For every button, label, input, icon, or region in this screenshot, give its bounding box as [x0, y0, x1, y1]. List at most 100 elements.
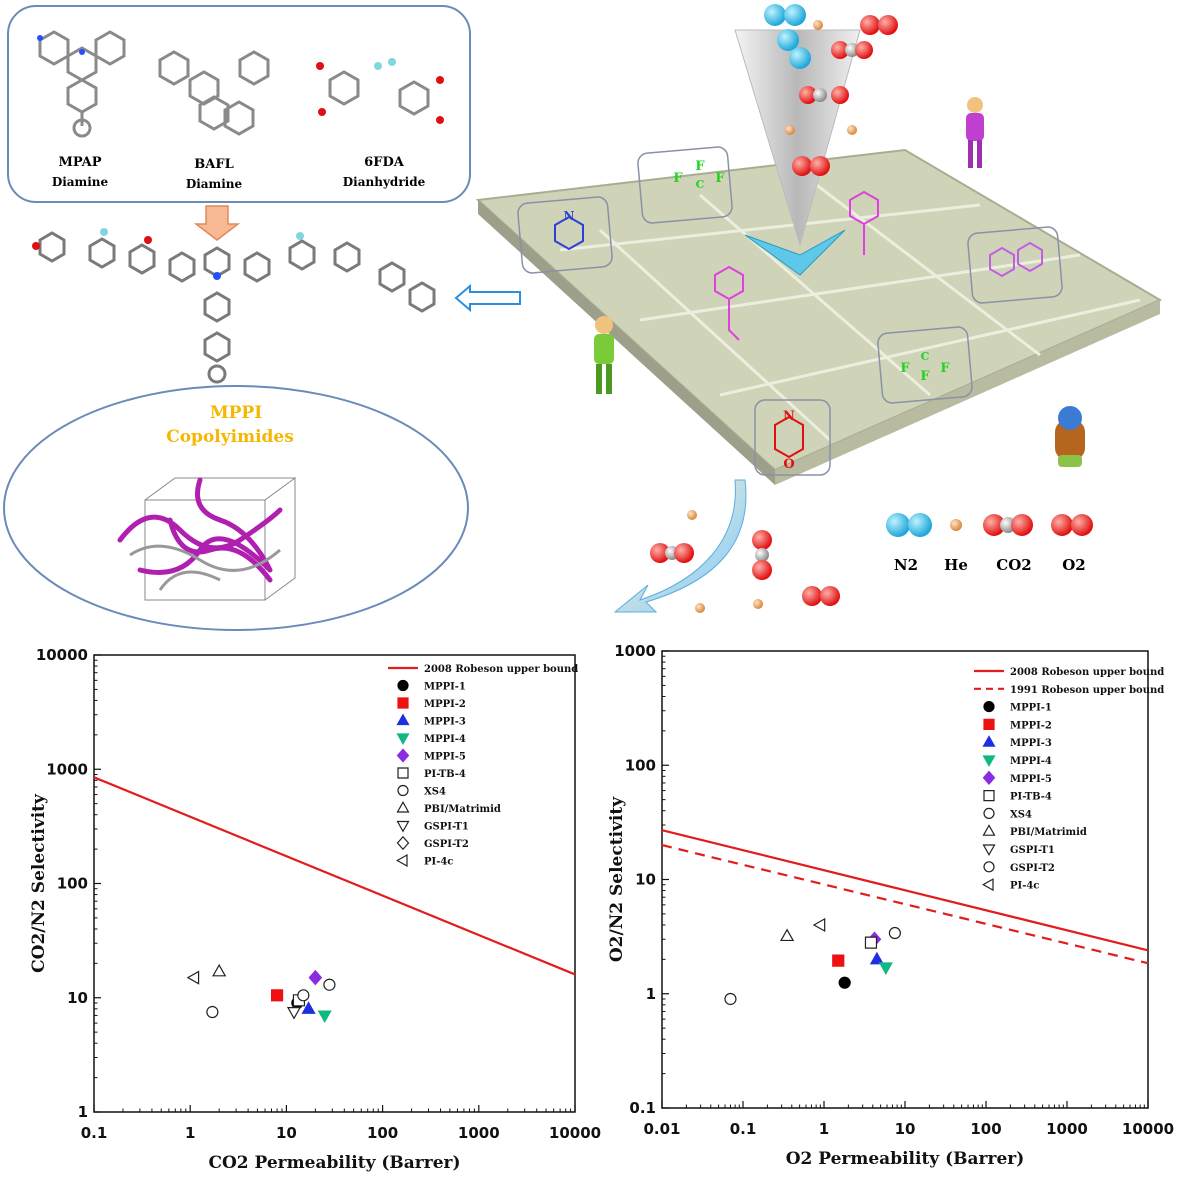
svg-text:F: F: [940, 361, 950, 376]
x-axis-title: O2 Permeability (Barrer): [786, 1149, 1025, 1169]
reaction-arrow-icon: [193, 205, 241, 241]
legend-marker: [396, 835, 410, 851]
legend-marker: [982, 735, 996, 747]
legend-marker: [983, 790, 995, 802]
svg-text:C: C: [921, 350, 930, 363]
data-point: [317, 1010, 332, 1023]
legend-marker: [983, 807, 995, 820]
legend-entry: MPPI-1: [1010, 703, 1052, 714]
morpholine-icon: N O: [774, 409, 804, 472]
svg-text:F: F: [673, 171, 683, 186]
svg-text:O: O: [783, 457, 794, 472]
data-point: [864, 936, 878, 949]
legend-marker: [983, 718, 995, 730]
data-point: [812, 917, 826, 933]
x-tick-label: 1: [185, 1124, 195, 1142]
legend-entry: PI-4c: [424, 857, 453, 868]
person-figure-icons: [594, 97, 1085, 467]
legend-marker: [982, 770, 996, 785]
x-tick-label: 1: [819, 1120, 829, 1138]
legend-marker: [983, 700, 995, 713]
legend-entry: PI-4c: [1010, 881, 1039, 892]
data-point: [832, 954, 845, 967]
gas-molecules: [650, 4, 898, 613]
legend-entry: MPPI-3: [424, 717, 466, 728]
legend-entry: 2008 Robeson upper bound: [1010, 667, 1164, 678]
robeson-upper-bound-line: [93, 776, 576, 976]
mpap-molecule-icon: [37, 30, 126, 138]
legend-entry: GSPI-T1: [1010, 845, 1055, 856]
y-tick-label: 10: [67, 989, 88, 1007]
data-point: [286, 1007, 302, 1020]
y-tick-label: 100: [625, 756, 656, 774]
legend-entry: MPPI-4: [424, 734, 466, 745]
membrane-puzzle-illustration: N F F F C F F F C N O: [475, 146, 1163, 485]
y-axis-title: CO2/N2 Selectivity: [29, 793, 49, 973]
polymer-subtitle: Copolyimides: [166, 427, 294, 447]
legend-marker: [397, 767, 409, 779]
legend-marker: [396, 853, 408, 868]
monomer-2-type: Diamine: [186, 177, 243, 191]
robeson-upper-bound-line: [661, 829, 1149, 952]
down-curved-arrow-icon: [613, 479, 747, 613]
svg-text:N: N: [564, 209, 575, 223]
gas-legend-co2: CO2: [996, 556, 1031, 574]
pyridine-icon: N: [554, 209, 584, 251]
legend-marker: [397, 784, 409, 797]
robeson-upper-bound-line: [661, 844, 1149, 965]
monomer-panel: MPAP Diamine BAFL Diamine 6FDA Dianhydri…: [7, 5, 471, 203]
x-tick-label: 1000: [1046, 1120, 1088, 1138]
legend-entry: PI-TB-4: [1010, 792, 1052, 803]
x-tick-label: 100: [970, 1120, 1001, 1138]
svg-text:F: F: [900, 361, 910, 376]
legend-entry: MPPI-5: [424, 752, 466, 763]
cf3-group-icon-2: F F F C: [900, 350, 950, 384]
svg-text:F: F: [715, 171, 725, 186]
x-tick-label: 10: [276, 1124, 297, 1142]
monomer-3-name: 6FDA: [364, 155, 405, 170]
data-point: [838, 976, 851, 989]
data-point: [301, 1001, 316, 1014]
legend-entry: MPPI-3: [1010, 738, 1052, 749]
x-tick-label: 0.1: [730, 1120, 757, 1138]
imide-ring-icon: [714, 190, 879, 341]
data-point: [297, 989, 310, 1002]
legend-marker: [982, 844, 996, 856]
gas-legend-he: He: [944, 556, 968, 574]
legend-entry: GSPI-T2: [424, 839, 469, 850]
o2-n2-robeson-chart: 0.01 0.1 1 10 100 1000 10000 0.1 1 10 100 1000 O2 Pe…: [607, 642, 1174, 1169]
x-tick-label: 100: [367, 1124, 398, 1142]
data-point: [878, 962, 893, 975]
legend-marker: [982, 755, 996, 767]
fluorene-icon: [989, 241, 1043, 278]
legend-entry: PBI/Matrimid: [1010, 827, 1087, 838]
legend-entry: GSPI-T1: [424, 822, 469, 833]
bafl-molecule-icon: [158, 50, 270, 136]
data-point: [186, 970, 200, 985]
legend-marker: [983, 861, 995, 873]
legend-marker: [982, 824, 996, 836]
gas-legend-n2: N2: [894, 556, 918, 574]
svg-text:F: F: [920, 369, 930, 384]
legend-entry: MPPI-1: [424, 682, 466, 693]
copolymer-structure-icon: [32, 228, 436, 384]
legend-entry: MPPI-4: [1010, 756, 1052, 767]
legend-marker: [396, 820, 410, 833]
cf3-group-icon: F F F C: [673, 159, 725, 191]
legend-marker: [982, 878, 994, 892]
x-tick-label: 10000: [1122, 1120, 1174, 1138]
legend-marker: [397, 679, 409, 692]
legend-entry: MPPI-2: [424, 699, 466, 710]
legend-entry: MPPI-5: [1010, 774, 1052, 785]
plot-frame: [93, 654, 576, 1113]
data-point: [869, 951, 884, 965]
legend-entry: PBI/Matrimid: [424, 804, 501, 815]
svg-text:F: F: [695, 159, 705, 174]
legend-entry: XS4: [424, 787, 446, 798]
svg-text:C: C: [696, 178, 705, 191]
data-point: [212, 963, 227, 977]
y-tick-label: 10000: [36, 646, 88, 664]
double-arrow-icon: [454, 283, 521, 313]
legend-marker: [397, 697, 409, 709]
